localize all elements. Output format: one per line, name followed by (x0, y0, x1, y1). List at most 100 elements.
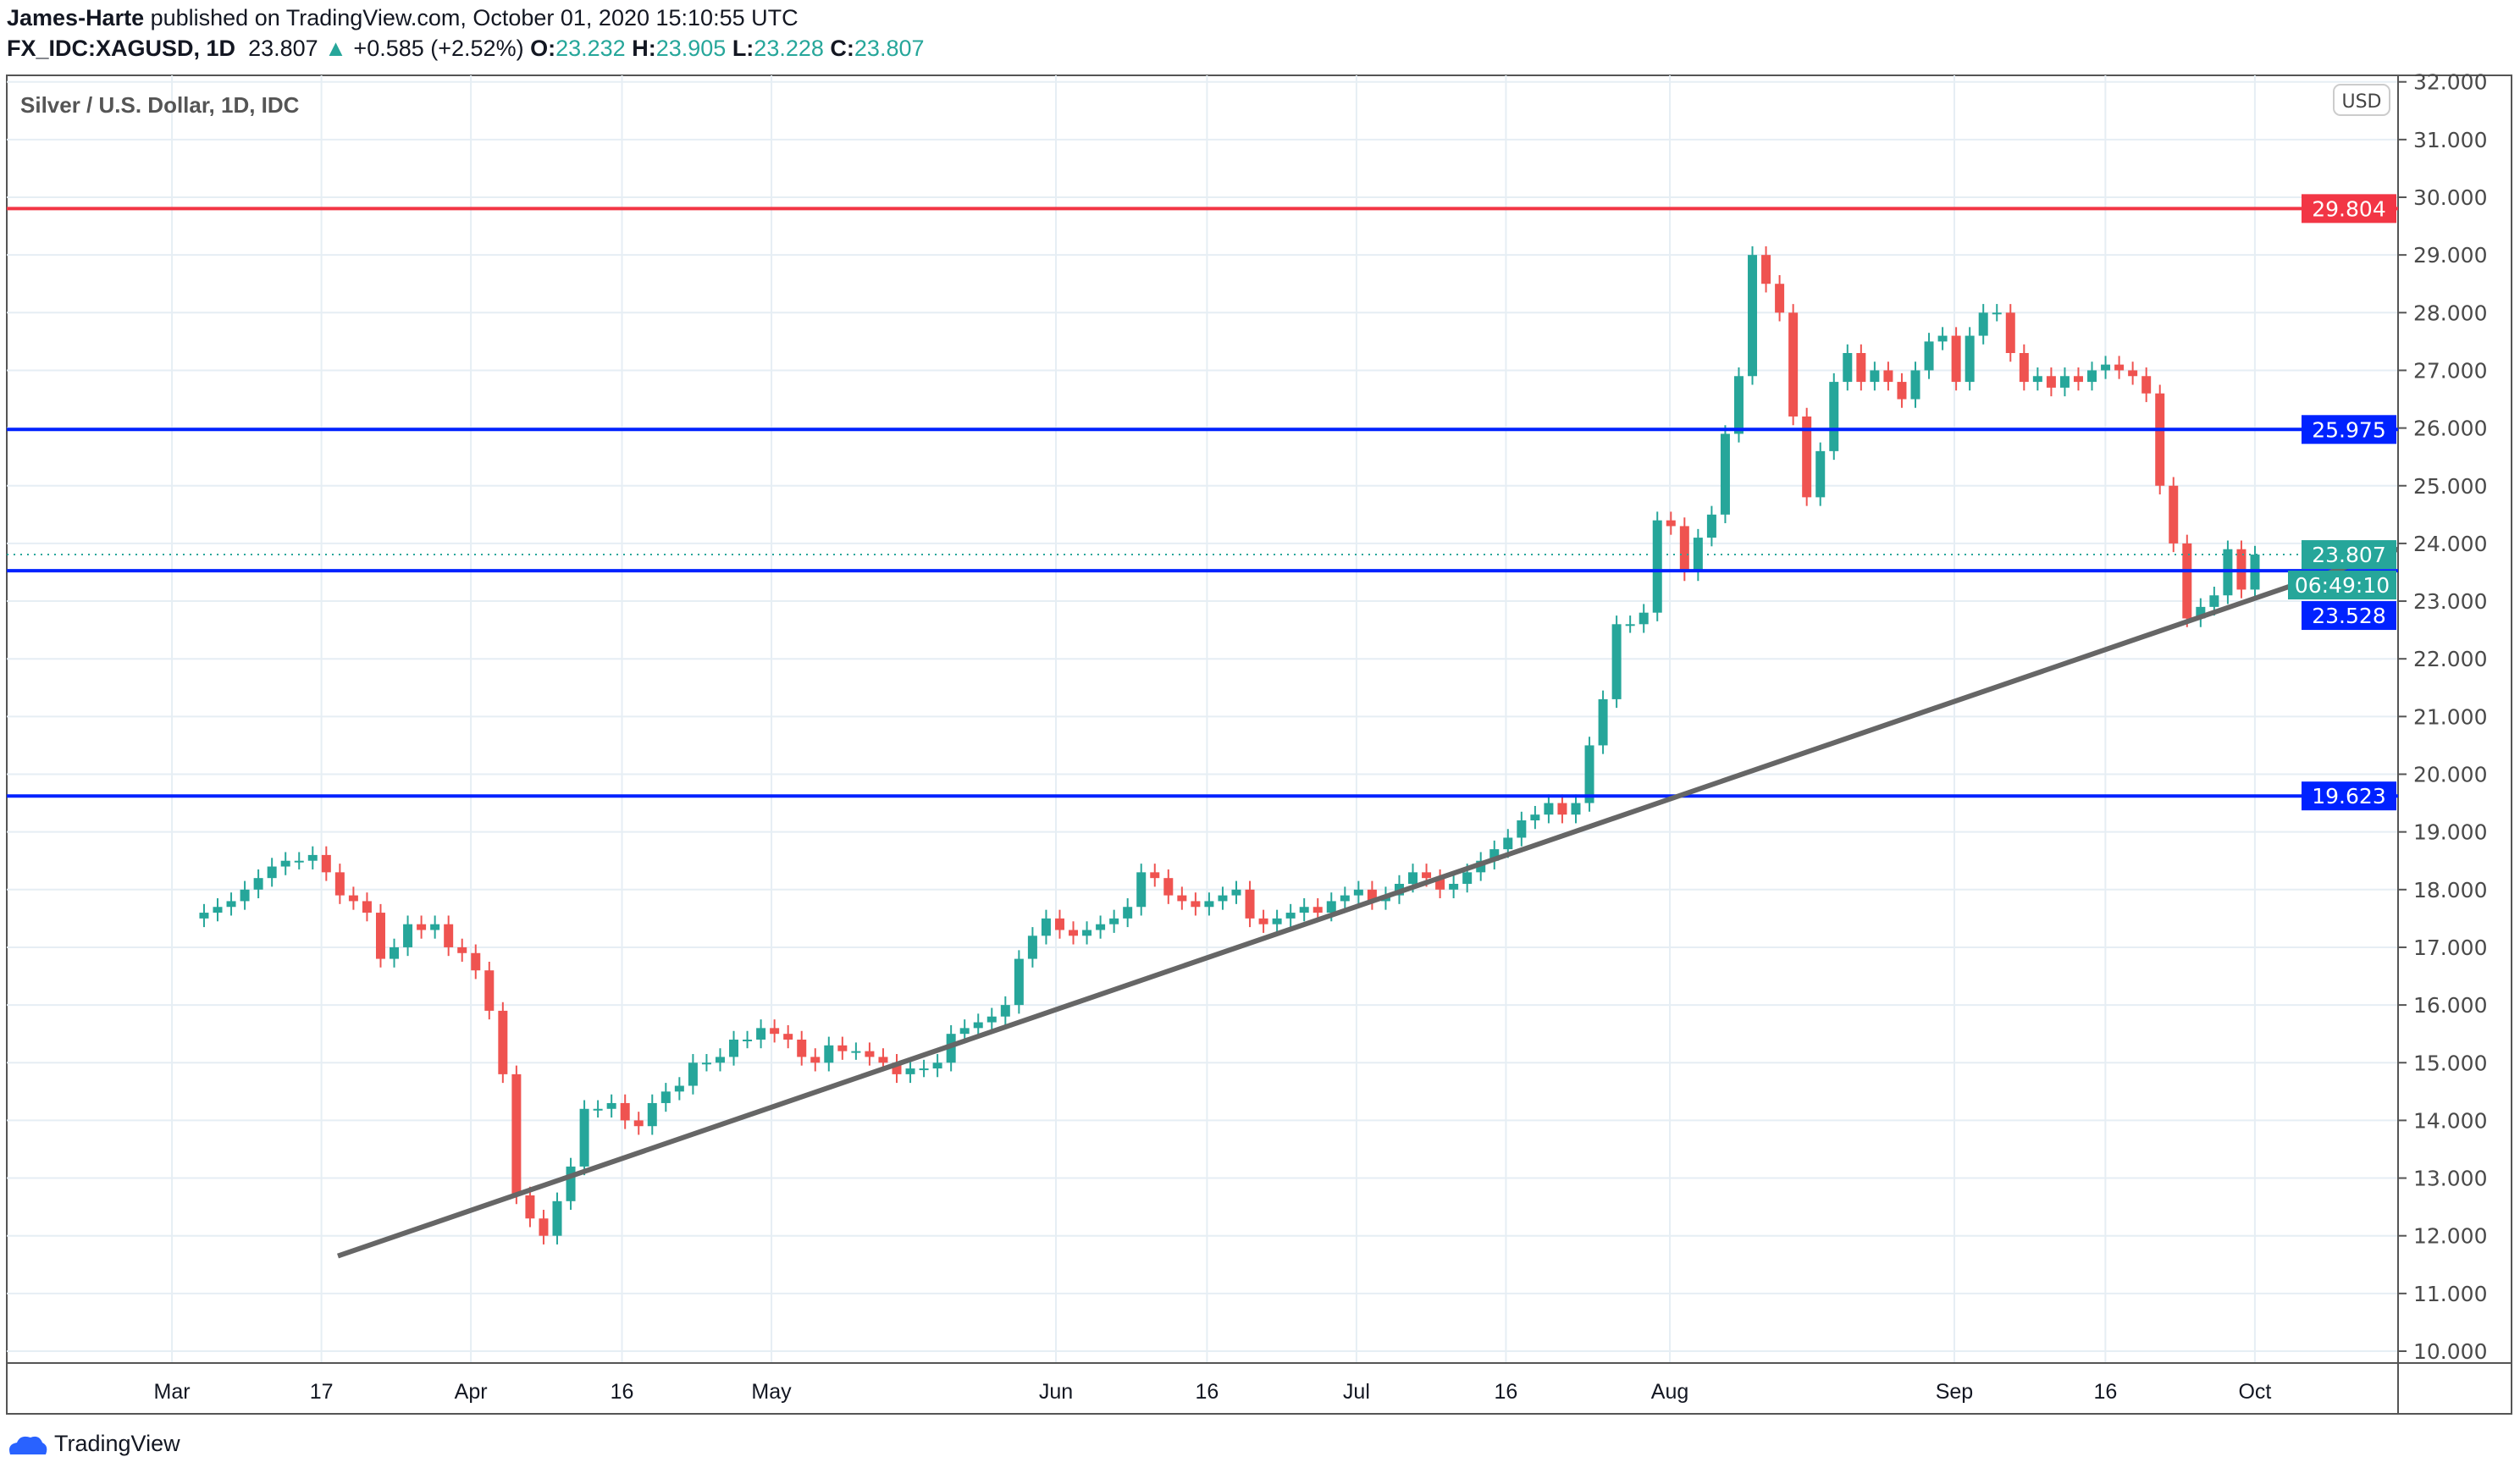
candle-up (973, 1022, 983, 1029)
price-label: 29.804 (2312, 196, 2385, 221)
candle-up (919, 1068, 929, 1071)
y-tick-label: 15.000 (2413, 1051, 2487, 1075)
candle-up (1231, 889, 1241, 896)
candle-up (566, 1166, 576, 1201)
price-label: 23.528 (2312, 604, 2385, 628)
x-tick-label: 17 (310, 1380, 334, 1404)
change: +0.585 (+2.52%) (353, 36, 524, 61)
candle-down (837, 1045, 848, 1051)
o-label: O: (530, 36, 556, 61)
tradingview-logo[interactable]: TradingView (7, 1431, 180, 1457)
candle-down (498, 1010, 508, 1074)
candle-up (1571, 803, 1581, 815)
candle-down (1177, 895, 1187, 902)
candle-down (2046, 376, 2056, 388)
symbol: FX_IDC:XAGUSD, 1D (7, 36, 236, 61)
candle-up (1489, 849, 1500, 861)
x-tick-label: 16 (1195, 1380, 1219, 1404)
l-label: L: (732, 36, 754, 61)
candle-down (1191, 901, 1201, 908)
candle-up (1204, 901, 1214, 908)
candle-up (552, 1200, 562, 1236)
candle-down (362, 901, 372, 913)
candle-up (1544, 803, 1554, 815)
candle-down (1557, 803, 1567, 815)
trendline (337, 546, 2399, 1259)
candle-up (1517, 820, 1527, 838)
candle-up (1693, 538, 1703, 572)
candle-up (1340, 895, 1350, 902)
candle-down (457, 946, 467, 953)
candle-down (511, 1073, 522, 1195)
brand-name: TradingView (54, 1431, 180, 1456)
y-tick-label: 10.000 (2413, 1339, 2487, 1364)
y-tick-label: 30.000 (2413, 185, 2487, 210)
h-label: H: (632, 36, 656, 61)
candle-down (810, 1057, 821, 1063)
x-tick-label: Oct (2238, 1380, 2271, 1404)
currency-badge (2333, 84, 2390, 116)
y-tick-label: 12.000 (2413, 1224, 2487, 1249)
x-tick-label: Mar (154, 1380, 191, 1404)
candle-up (1652, 520, 1662, 613)
candle-down (2155, 393, 2165, 486)
candle-up (824, 1045, 834, 1063)
candle-down (2073, 376, 2083, 383)
candle-up (1598, 698, 1608, 746)
price-label-box (2302, 781, 2396, 811)
candle-up (959, 1028, 970, 1035)
candle-up (701, 1062, 711, 1065)
candle-up (1408, 872, 1418, 884)
candle-down (1163, 878, 1174, 896)
candle-down (1312, 907, 1323, 913)
candle-down (1245, 889, 1255, 919)
bar-countdown-box (2288, 571, 2396, 600)
x-tick-label: 16 (1495, 1380, 1518, 1404)
candle-down (471, 952, 481, 971)
author[interactable]: James-Harte (7, 5, 145, 30)
x-tick-label: 16 (2093, 1380, 2117, 1404)
candle-up (1299, 907, 1309, 913)
candle-up (1720, 433, 1730, 515)
candle-up (1992, 312, 2002, 315)
candle-up (1706, 514, 1716, 538)
candle-down (633, 1120, 644, 1127)
candle-down (783, 1034, 793, 1040)
candle-up (1870, 370, 1880, 383)
candle-up (1272, 918, 1282, 924)
candle-up (253, 878, 263, 890)
candle-down (1856, 353, 1866, 383)
candle-up (688, 1062, 698, 1086)
candle-up (1829, 382, 1839, 451)
cloud-icon (9, 1436, 47, 1454)
candle-up (1462, 872, 1473, 884)
candle-down (2182, 543, 2192, 619)
y-tick-label: 22.000 (2413, 647, 2487, 671)
candle-up (294, 860, 304, 863)
candle-up (2196, 606, 2206, 619)
price-label-box (2302, 601, 2396, 631)
candle-up (2032, 376, 2042, 383)
current-price-label-box (2302, 540, 2396, 570)
publish-text: published on TradingView.com, October 01… (150, 5, 799, 30)
candle-up (756, 1028, 766, 1040)
bar-countdown: 06:49:10 (2295, 573, 2390, 598)
candle-up (1109, 918, 1119, 924)
candle-up (226, 901, 236, 908)
candle-up (1625, 624, 1635, 626)
candle-up (1924, 341, 1934, 371)
candle-down (1435, 878, 1445, 890)
candle-down (1422, 872, 1432, 879)
last-price: 23.807 (248, 36, 318, 61)
y-tick-label: 20.000 (2413, 763, 2487, 787)
y-tick-label: 16.000 (2413, 993, 2487, 1018)
y-tick-label: 23.000 (2413, 589, 2487, 614)
candle-down (1367, 889, 1377, 902)
candle-down (770, 1028, 780, 1035)
candle-up (743, 1039, 753, 1041)
y-tick-label: 31.000 (2413, 128, 2487, 152)
y-tick-label: 29.000 (2413, 243, 2487, 268)
candle-down (1150, 872, 1160, 879)
candle-up (1041, 918, 1051, 936)
